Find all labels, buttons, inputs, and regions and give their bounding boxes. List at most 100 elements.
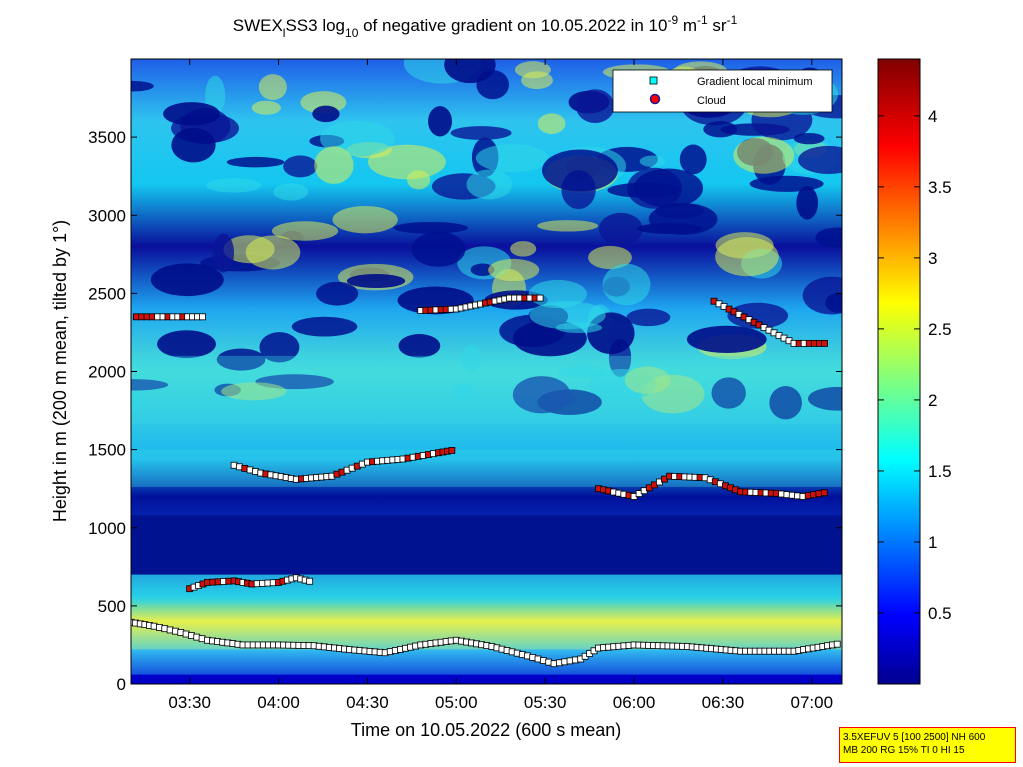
heatmap-blob [316,281,359,306]
heatmap-blob [393,221,468,234]
heatmap-band-ground [131,674,842,684]
gradient-minimum-markers [131,294,841,668]
heatmap-blob [793,133,825,145]
y-tick-label: 500 [98,597,126,616]
heatmap-blob [825,292,842,313]
heatmap-blob [450,126,512,140]
heatmap-blob [711,377,746,409]
title-sup: -9 [667,13,678,27]
x-tick-label: 07:00 [791,693,834,712]
heatmap-blob [245,235,301,270]
heatmap-blob [475,144,549,173]
y-axis: 0 500 1000 1500 2000 2500 3000 3500 [88,128,842,694]
heatmap-blob [163,102,220,126]
heatmap-blob [251,100,281,115]
heatmap-blob [283,155,318,178]
legend-box [612,69,833,113]
heatmap-blob [607,182,681,198]
heatmap-blob [769,386,802,420]
heatmap-texture [131,59,842,420]
layer-band [131,574,842,605]
heatmap-blob [367,144,446,180]
heatmap-blob [273,183,309,201]
gradient-minimum-point [448,447,456,454]
heatmap-blob [258,74,287,101]
heatmap-blob [259,332,300,363]
gradient-minimum-point [306,577,314,585]
x-axis: 03:30 04:00 04:30 05:00 05:30 06:00 06:30 07:00 [168,59,833,712]
chart-title: SWEXlSS3 log10 of negative gradient on 1… [233,13,738,40]
colorbar-ticks: 0.5 1 1.5 2 2.5 3 3.5 4 [878,107,952,623]
heatmap-blob [291,316,358,337]
heatmap-blob [407,170,431,190]
x-tick-label: 05:30 [524,693,567,712]
title-part: of negative gradient on 10.05.2022 in 10 [358,16,667,35]
heatmap-blob [703,121,738,138]
title-part: m [678,16,697,35]
colorbar-tick-label: 2.5 [928,320,952,339]
heatmap-blob [131,80,154,92]
heatmap-blob [216,348,266,371]
y-tick-label: 2500 [88,284,126,303]
y-tick-label: 3500 [88,128,126,147]
heatmap-blob [510,241,537,257]
legend: Gradient local minimum Cloud [612,69,833,113]
colorbar-tick-label: 1.5 [928,462,952,481]
x-tick-label: 06:00 [613,693,656,712]
heatmap-blob [131,379,169,391]
heatmap-blob [575,89,615,124]
heatmap-blob [796,186,819,220]
heatmap-blob [537,220,599,232]
heatmap-blob [131,392,149,411]
heatmap-blob [212,233,235,273]
title-sup: -1 [697,13,708,27]
y-tick-label: 0 [117,675,126,694]
heatmap-blob [807,386,842,411]
legend-gradient-minimum-label: Gradient local minimum [697,76,813,88]
y-tick-label: 3000 [88,206,126,225]
heatmap-blob [226,156,285,168]
heatmap-area [131,59,842,684]
colorbar [877,58,921,685]
x-axis-label: Time on 10.05.2022 (600 s mean) [351,720,622,740]
colorbar-tick-label: 4 [928,107,937,126]
heatmap-blob [450,382,480,403]
heatmap-blob [466,169,513,200]
title-sub: l [283,26,286,40]
x-tick-label: 06:30 [702,693,745,712]
layer-band [131,355,842,425]
heatmap-blob [815,227,842,248]
heatmap-blob [205,178,262,193]
heatmap-blob [460,344,482,373]
legend-gradient-minimum-marker [649,76,658,85]
colorbar-tick-label: 3.5 [928,178,952,197]
heatmap-blob [733,136,795,174]
heatmap-blob [715,237,779,277]
heatmap-blob [346,273,406,288]
heatmap-blob [312,105,340,123]
gradient-minimum-point [820,489,828,497]
colorbar-tick-label: 3 [928,249,937,268]
y-tick-label: 1000 [88,519,126,538]
heatmap-blob [444,59,496,84]
heatmap-blob [488,258,540,282]
heatmap-blob [639,155,666,167]
heatmap-blob [314,146,354,184]
heatmap-blob [528,279,587,309]
x-tick-label: 03:30 [168,693,211,712]
colorbar-tick-label: 0.5 [928,604,952,623]
heatmap-blob [798,145,842,175]
gradient-minimum-point [536,294,544,302]
heatmap-blob [398,334,441,358]
heatmap-blob [602,263,651,306]
settings-info-box: 3.5XEFUV 5 [100 2500] NH 600 MB 200 RG 15… [839,727,1016,763]
title-part: SWEX [233,16,283,35]
heatmap-blob [679,144,707,175]
heatmap-blob [332,205,398,234]
heatmap-blob [542,149,618,192]
title-sub: 10 [345,26,359,40]
legend-cloud-label: Cloud [697,95,726,107]
legend-cloud-marker [649,93,661,105]
heatmap-blob [624,366,671,394]
heatmap-blob [558,364,606,378]
